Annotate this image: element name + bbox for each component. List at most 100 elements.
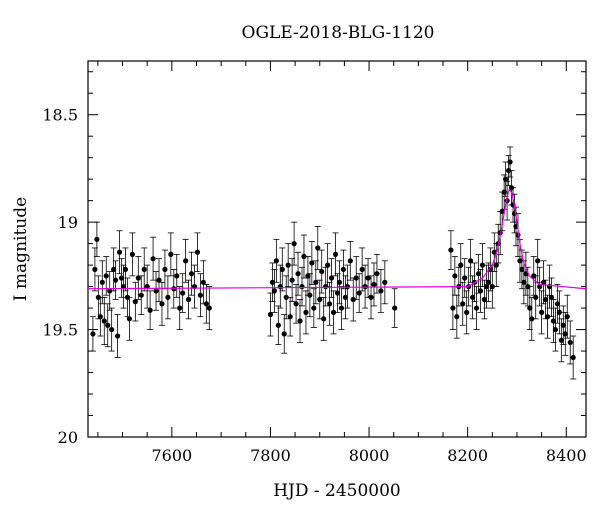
- point-marker: [527, 305, 533, 311]
- point-marker: [197, 292, 204, 298]
- data-point: [550, 299, 557, 343]
- data-point: [164, 275, 171, 320]
- data-point: [89, 316, 96, 352]
- point-marker: [539, 309, 545, 315]
- data-point: [300, 234, 307, 279]
- x-tick-label: 8200: [447, 446, 488, 465]
- point-marker: [392, 305, 398, 311]
- data-point: [356, 273, 363, 313]
- point-marker: [529, 316, 535, 322]
- point-marker: [90, 331, 96, 337]
- x-tick-label: 7800: [250, 446, 291, 465]
- data-point: [176, 286, 183, 330]
- data-point: [101, 296, 108, 346]
- data-point: [332, 232, 339, 277]
- point-marker: [321, 316, 327, 322]
- x-axis-label: HJD - 2450000: [273, 481, 401, 501]
- point-marker: [560, 322, 566, 328]
- point-marker: [103, 273, 109, 279]
- data-point: [287, 296, 294, 337]
- point-marker: [356, 290, 362, 296]
- data-point: [477, 269, 484, 313]
- point-marker: [481, 296, 488, 303]
- point-marker: [313, 279, 319, 285]
- data-point: [447, 230, 454, 270]
- point-marker: [458, 262, 464, 268]
- point-marker: [307, 292, 313, 298]
- point-marker: [548, 294, 555, 300]
- point-marker: [177, 305, 183, 311]
- point-marker: [462, 275, 468, 281]
- point-marker: [116, 249, 123, 255]
- point-marker: [114, 333, 121, 339]
- data-point: [532, 275, 539, 320]
- data-point: [150, 236, 157, 281]
- point-marker: [540, 279, 547, 285]
- point-marker: [499, 208, 505, 214]
- data-point: [281, 314, 288, 354]
- data-point: [377, 269, 384, 313]
- point-marker: [544, 314, 551, 320]
- point-marker: [165, 294, 171, 300]
- point-marker: [289, 277, 295, 283]
- point-marker: [183, 258, 189, 264]
- data-point: [158, 281, 165, 326]
- data-point: [179, 273, 186, 313]
- point-marker: [185, 296, 192, 303]
- point-marker: [269, 279, 276, 285]
- y-tick-label: 19: [58, 213, 78, 232]
- point-marker: [330, 309, 337, 315]
- data-point: [467, 238, 474, 283]
- point-marker: [113, 277, 119, 283]
- point-marker: [338, 305, 345, 311]
- y-tick-labels: 18.5 19 19.5 20: [42, 106, 78, 447]
- point-marker: [271, 288, 277, 294]
- point-marker: [503, 176, 509, 182]
- point-marker: [153, 288, 159, 294]
- point-marker: [452, 273, 458, 279]
- data-point: [370, 262, 377, 307]
- data-point: [507, 146, 514, 178]
- point-marker: [275, 322, 281, 328]
- data-point: [391, 288, 398, 328]
- point-marker: [347, 258, 353, 264]
- point-marker: [109, 326, 115, 333]
- data-point: [291, 221, 298, 266]
- data-point: [552, 307, 559, 352]
- data-point: [314, 226, 321, 270]
- point-marker: [317, 296, 323, 303]
- point-marker: [159, 301, 165, 307]
- data-point: [275, 305, 282, 346]
- data-point: [338, 286, 345, 330]
- point-marker: [507, 159, 513, 165]
- data-point: [457, 243, 464, 288]
- point-marker: [533, 294, 539, 300]
- data-point: [562, 311, 569, 356]
- data-point: [451, 256, 458, 296]
- point-marker: [483, 284, 489, 290]
- data-point: [510, 187, 517, 223]
- point-marker: [301, 253, 307, 260]
- point-marker: [92, 266, 98, 273]
- point-marker: [206, 305, 212, 311]
- data-point: [308, 241, 315, 285]
- point-marker: [122, 266, 129, 273]
- point-marker: [287, 314, 293, 320]
- point-marker: [382, 279, 388, 285]
- point-marker: [371, 281, 377, 288]
- point-marker: [353, 275, 359, 281]
- point-marker: [464, 309, 470, 315]
- data-point: [330, 290, 337, 335]
- data-point: [381, 260, 388, 305]
- point-marker: [295, 271, 301, 277]
- point-marker: [454, 314, 460, 320]
- data-point: [126, 296, 133, 341]
- y-tick-label: 19.5: [42, 321, 78, 340]
- point-marker: [126, 316, 133, 322]
- data-point: [194, 232, 201, 272]
- data-point: [147, 290, 154, 330]
- plot-frame: [87, 60, 587, 438]
- data-point: [473, 286, 480, 330]
- point-marker: [332, 251, 339, 257]
- y-tick-label: 18.5: [42, 106, 78, 125]
